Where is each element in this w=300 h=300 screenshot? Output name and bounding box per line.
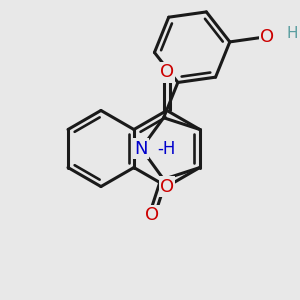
Text: O: O [160,178,174,196]
Text: H: H [286,26,298,41]
Text: N: N [134,140,148,158]
Text: -H: -H [158,140,176,158]
Text: O: O [160,63,174,81]
Text: O: O [260,28,274,46]
Text: O: O [145,206,159,224]
